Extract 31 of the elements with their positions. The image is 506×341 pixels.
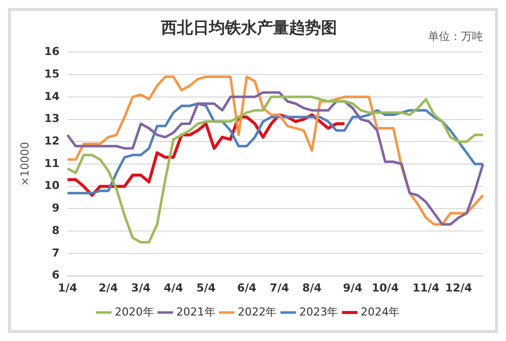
legend-label: 2023年 xyxy=(299,305,338,318)
text: 单位：万吨 xyxy=(428,30,483,43)
x-tick-label: 11/4 xyxy=(412,281,440,294)
x-tick-label: 8/4 xyxy=(302,281,322,294)
x-tick-label: 12/4 xyxy=(445,281,472,294)
y-tick-label: 7 xyxy=(52,246,60,260)
y-tick-label: 10 xyxy=(44,179,60,192)
x-tick-label: 7/4 xyxy=(270,281,290,294)
y-tick-label: 14 xyxy=(44,90,60,103)
x-tick-label: 5/4 xyxy=(196,281,216,294)
y-tick-label: 16 xyxy=(44,45,60,58)
legend-label: 2024年 xyxy=(360,305,400,318)
y-tick-label: 8 xyxy=(52,224,60,237)
y-tick-label: 15 xyxy=(44,67,60,80)
y-tick-label: 12 xyxy=(44,134,60,148)
legend-label: 2020年 xyxy=(114,305,154,318)
y-tick-label: 13 xyxy=(44,112,60,126)
y-tick-label: 11 xyxy=(44,156,60,170)
legend-label: 2022年 xyxy=(238,305,277,318)
x-tick-label: 4/4 xyxy=(164,281,184,294)
x-tick-label: 3/4 xyxy=(131,281,151,294)
y-tick-label: 9 xyxy=(52,202,60,215)
x-tick-label: 6/4 xyxy=(237,281,257,294)
chart-title: 西北日均铁水产量趋势图 xyxy=(160,18,337,37)
legend-label: 2021年 xyxy=(176,305,216,318)
x-tick-label: 1/4 xyxy=(58,281,78,294)
y-axis-title: ×10000 xyxy=(18,142,32,186)
x-tick-label: 9/4 xyxy=(342,281,363,294)
x-tick-label: 10/4 xyxy=(372,281,400,294)
x-tick-label: 2/4 xyxy=(98,281,118,294)
y-tick-label: 6 xyxy=(52,268,60,282)
